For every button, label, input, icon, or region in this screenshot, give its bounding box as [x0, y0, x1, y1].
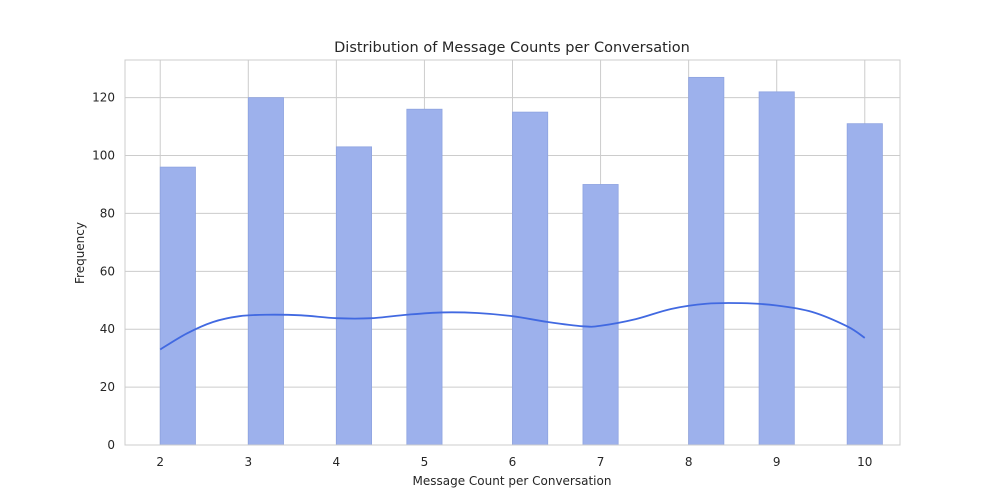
histogram-bar [758, 91, 795, 446]
bars [159, 76, 883, 446]
kde-curve [159, 302, 866, 351]
y-tick-label: 60 [100, 264, 115, 278]
x-tick-label: 8 [685, 455, 693, 469]
x-tick-label: 2 [156, 455, 164, 469]
histogram-bar [582, 184, 619, 446]
histogram-bar [688, 76, 725, 446]
histogram-bar [247, 97, 284, 446]
x-tick-label: 9 [773, 455, 781, 469]
kde-line [159, 302, 866, 351]
y-axis-label: Frequency [73, 222, 87, 284]
plot-border [124, 59, 901, 446]
y-tick-label: 120 [92, 91, 115, 105]
axes-frame [124, 59, 901, 446]
chart-title: Distribution of Message Counts per Conve… [334, 40, 690, 56]
histogram-bar [159, 166, 196, 446]
x-tick-label: 6 [509, 455, 517, 469]
histogram-bar [406, 108, 443, 446]
y-tick-label: 80 [100, 206, 115, 220]
x-tick-labels: 2 3 4 5 6 7 8 9 10 [156, 455, 872, 469]
y-tick-label: 0 [107, 438, 115, 452]
histogram-bar [512, 111, 549, 446]
x-tick-label: 3 [244, 455, 252, 469]
x-tick-label: 5 [421, 455, 429, 469]
histogram-bar [846, 123, 883, 446]
y-tick-labels: 0 20 40 60 80 100 120 [92, 91, 115, 452]
y-tick-label: 40 [100, 322, 115, 336]
histogram-bar [335, 146, 372, 446]
x-tick-label: 4 [333, 455, 341, 469]
x-tick-label: 7 [597, 455, 605, 469]
x-axis-label: Message Count per Conversation [413, 474, 612, 488]
x-tick-label: 10 [857, 455, 872, 469]
y-tick-label: 100 [92, 149, 115, 163]
y-tick-label: 20 [100, 380, 115, 394]
